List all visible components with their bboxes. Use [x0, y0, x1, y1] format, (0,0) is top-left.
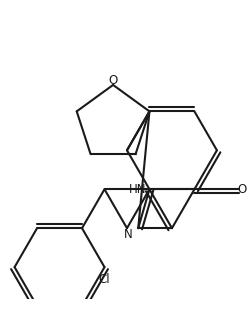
Text: O: O [238, 183, 247, 196]
Text: HN: HN [129, 183, 146, 196]
Text: O: O [109, 74, 118, 87]
Text: N: N [124, 228, 133, 241]
Text: Cl: Cl [99, 273, 110, 286]
